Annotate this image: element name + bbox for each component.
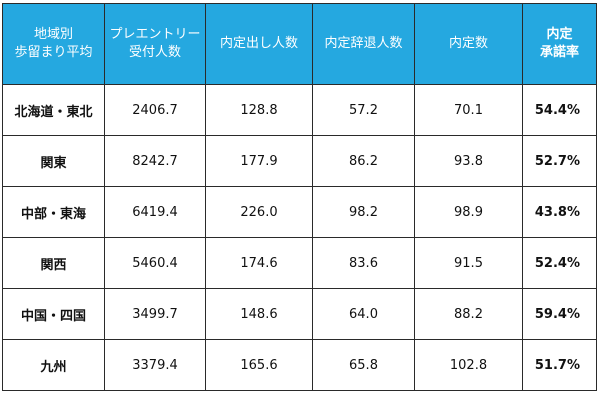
pre-entry-cell: 3499.7 xyxy=(104,288,206,340)
offers-cell: 174.6 xyxy=(205,237,313,289)
offers-cell: 128.8 xyxy=(205,84,313,136)
header-accepted-line1: 内定数 xyxy=(448,36,488,51)
acceptance-rate-cell: 51.7% xyxy=(522,339,597,391)
accepted-cell: 70.1 xyxy=(414,84,523,136)
acceptance-rate-cell: 52.4% xyxy=(522,237,597,289)
pre-entry-cell: 3379.4 xyxy=(104,339,206,391)
table-row: 関東 8242.7 177.9 86.2 93.8 52.7% xyxy=(2,135,597,187)
acceptance-rate-cell: 43.8% xyxy=(522,186,597,238)
header-accepted: 内定数 xyxy=(414,3,523,85)
region-cell: 中国・四国 xyxy=(2,288,105,340)
header-offers: 内定出し人数 xyxy=(205,3,313,85)
table-row: 中部・東海 6419.4 226.0 98.2 98.9 43.8% xyxy=(2,186,597,238)
declines-cell: 57.2 xyxy=(312,84,415,136)
pre-entry-cell: 2406.7 xyxy=(104,84,206,136)
offers-cell: 177.9 xyxy=(205,135,313,187)
table-header: 地域別 歩留まり平均 プレエントリー 受付人数 内定出し人数 内定辞退人数 内定… xyxy=(2,3,597,85)
header-region: 地域別 歩留まり平均 xyxy=(2,3,105,85)
header-pre-entry-line2: 受付人数 xyxy=(128,45,181,60)
acceptance-rate-cell: 52.7% xyxy=(522,135,597,187)
acceptance-rate-cell: 59.4% xyxy=(522,288,597,340)
yield-table: 地域別 歩留まり平均 プレエントリー 受付人数 内定出し人数 内定辞退人数 内定… xyxy=(2,3,597,391)
offers-cell: 148.6 xyxy=(205,288,313,340)
accepted-cell: 98.9 xyxy=(414,186,523,238)
header-pre-entry-line1: プレエントリー xyxy=(109,27,201,42)
declines-cell: 98.2 xyxy=(312,186,415,238)
pre-entry-cell: 6419.4 xyxy=(104,186,206,238)
table-body: 北海道・東北 2406.7 128.8 57.2 70.1 54.4% 関東 8… xyxy=(2,84,597,391)
declines-cell: 86.2 xyxy=(312,135,415,187)
table-row: 中国・四国 3499.7 148.6 64.0 88.2 59.4% xyxy=(2,288,597,340)
pre-entry-cell: 5460.4 xyxy=(104,237,206,289)
table-row: 九州 3379.4 165.6 65.8 102.8 51.7% xyxy=(2,339,597,391)
header-rate-line2: 承諾率 xyxy=(539,45,579,60)
pre-entry-cell: 8242.7 xyxy=(104,135,206,187)
header-acceptance-rate: 内定 承諾率 xyxy=(522,3,597,85)
header-pre-entry: プレエントリー 受付人数 xyxy=(104,3,206,85)
offers-cell: 165.6 xyxy=(205,339,313,391)
header-declines: 内定辞退人数 xyxy=(312,3,415,85)
offers-cell: 226.0 xyxy=(205,186,313,238)
header-region-line1: 地域別 xyxy=(33,27,73,42)
declines-cell: 83.6 xyxy=(312,237,415,289)
declines-cell: 64.0 xyxy=(312,288,415,340)
region-cell: 関東 xyxy=(2,135,105,187)
region-cell: 中部・東海 xyxy=(2,186,105,238)
declines-cell: 65.8 xyxy=(312,339,415,391)
region-cell: 九州 xyxy=(2,339,105,391)
accepted-cell: 88.2 xyxy=(414,288,523,340)
header-declines-line1: 内定辞退人数 xyxy=(324,36,403,51)
table-row: 関西 5460.4 174.6 83.6 91.5 52.4% xyxy=(2,237,597,289)
table-row: 北海道・東北 2406.7 128.8 57.2 70.1 54.4% xyxy=(2,84,597,136)
acceptance-rate-cell: 54.4% xyxy=(522,84,597,136)
accepted-cell: 93.8 xyxy=(414,135,523,187)
header-region-line2: 歩留まり平均 xyxy=(14,45,93,60)
region-cell: 北海道・東北 xyxy=(2,84,105,136)
header-row: 地域別 歩留まり平均 プレエントリー 受付人数 内定出し人数 内定辞退人数 内定… xyxy=(2,3,597,85)
accepted-cell: 91.5 xyxy=(414,237,523,289)
header-offers-line1: 内定出し人数 xyxy=(219,36,298,51)
accepted-cell: 102.8 xyxy=(414,339,523,391)
header-rate-line1: 内定 xyxy=(546,27,573,42)
region-cell: 関西 xyxy=(2,237,105,289)
